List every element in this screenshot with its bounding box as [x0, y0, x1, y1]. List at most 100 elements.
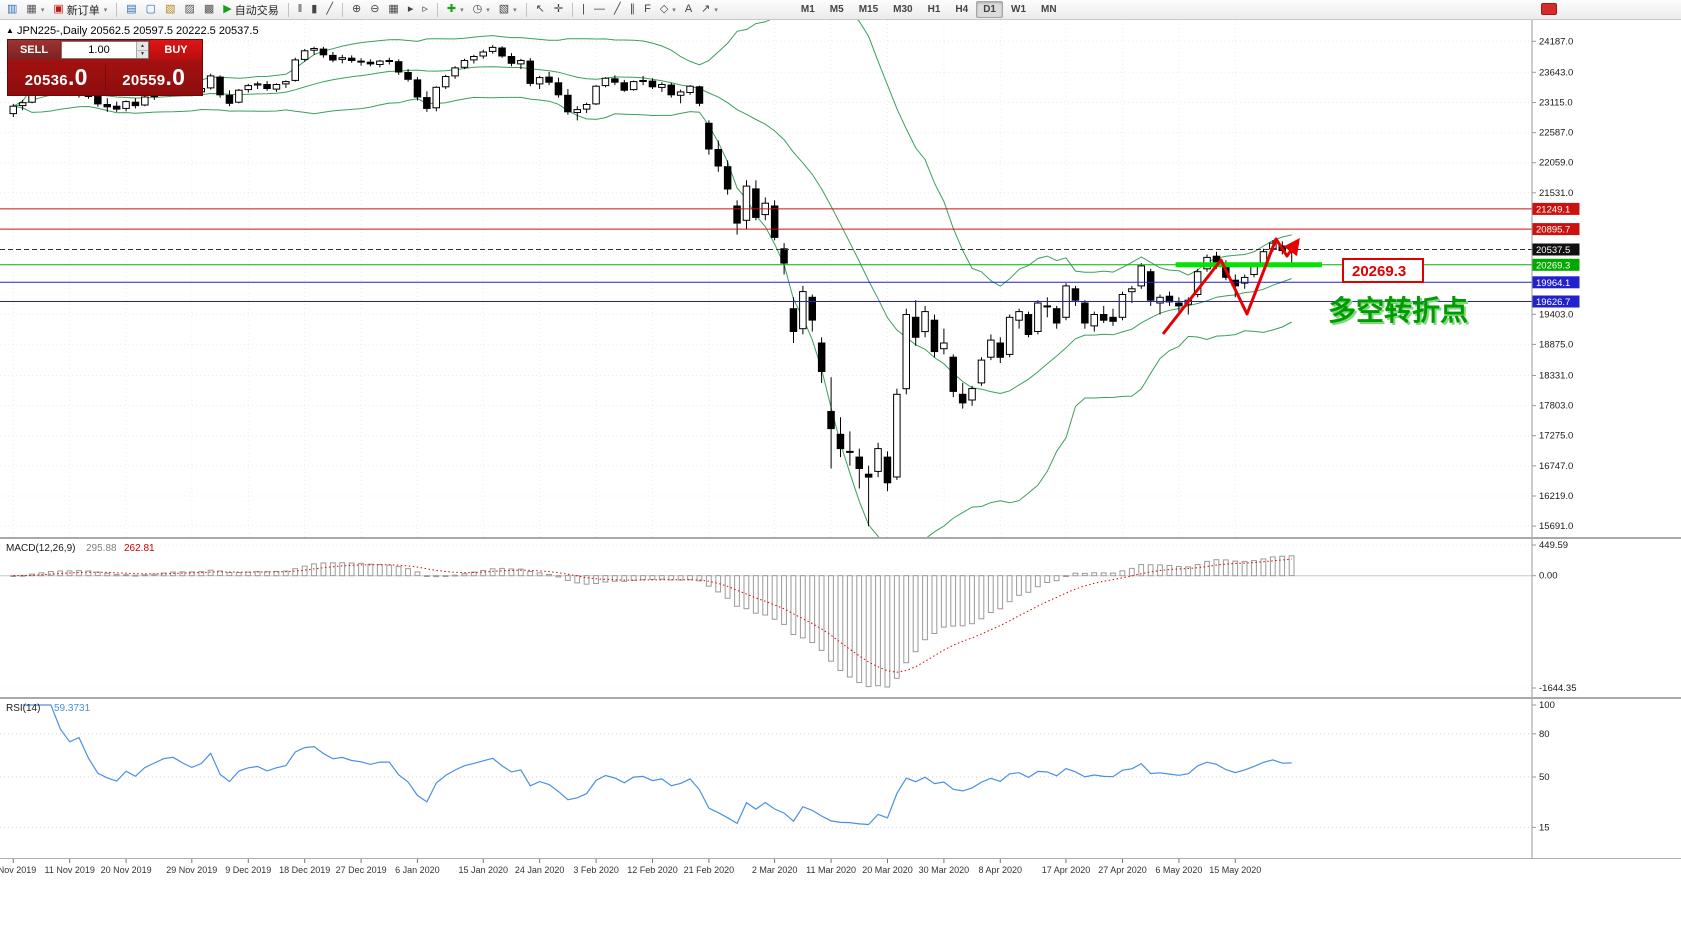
svg-text:27 Apr 2020: 27 Apr 2020: [1098, 865, 1147, 875]
one-click-trading-panel: SELL 1.00 ▲ ▼ BUY 20536.0 20559.0: [7, 39, 203, 96]
timeframe-m5-button[interactable]: M5: [823, 1, 851, 18]
dropdown-arrow-icon: ▾: [460, 6, 464, 14]
bar-chart-icon: ‖: [297, 3, 303, 15]
panel-splitter[interactable]: [0, 537, 1681, 539]
auto-trading-icon: ▶: [223, 3, 232, 15]
buy-button[interactable]: BUY: [150, 40, 202, 60]
new-chart-button[interactable]: ▥: [3, 1, 21, 18]
tile-windows-icon: ▦: [388, 3, 399, 15]
sell-price[interactable]: 20536.0: [8, 64, 105, 91]
rsi-header: RSI(14) 59.3731: [6, 703, 91, 714]
svg-text:23115.0: 23115.0: [1539, 98, 1573, 109]
buy-price[interactable]: 20559.0: [106, 64, 203, 91]
svg-text:8 Apr 2020: 8 Apr 2020: [979, 865, 1023, 875]
periods-icon: ◷: [472, 3, 483, 15]
crosshair-button[interactable]: ✛: [550, 1, 567, 18]
price-axis[interactable]: 24187.0 23643.0 23115.0 22587.0 22059.0 21531…: [1531, 20, 1681, 537]
horizontal-line-button[interactable]: —: [590, 1, 609, 18]
trendline-button[interactable]: ╱: [610, 1, 625, 18]
svg-text:21531.0: 21531.0: [1539, 188, 1573, 199]
volume-spinner[interactable]: ▲ ▼: [136, 42, 148, 58]
channel-button[interactable]: ∥: [626, 1, 640, 18]
svg-text:17803.0: 17803.0: [1539, 401, 1573, 412]
tile-windows-button[interactable]: ▦: [384, 1, 402, 18]
rsi-line: [22, 704, 1292, 826]
timeframe-w1-button[interactable]: W1: [1004, 1, 1033, 18]
toolbar-separator: [341, 2, 343, 17]
navigator-button[interactable]: ▧: [161, 1, 179, 18]
terminal-icon: ▨: [184, 3, 195, 15]
svg-text:29 Nov 2019: 29 Nov 2019: [166, 865, 217, 875]
panel-splitter[interactable]: [0, 697, 1681, 699]
volume-value[interactable]: 1.00: [88, 44, 110, 56]
shapes-button[interactable]: ◇ ▾: [656, 1, 680, 18]
terminal-button[interactable]: ▨: [180, 1, 198, 18]
svg-text:多空转折点: 多空转折点: [1328, 294, 1468, 326]
svg-text:17275.0: 17275.0: [1539, 431, 1573, 442]
cursor-button[interactable]: ↖: [532, 1, 549, 18]
timeframe-mn-button[interactable]: MN: [1034, 1, 1064, 18]
svg-text:15: 15: [1539, 822, 1550, 833]
zoom-in-icon: ⊕: [351, 3, 362, 15]
timeframe-h4-button[interactable]: H4: [948, 1, 975, 18]
chart-header: ▲ JPN225-,Daily 20562.5 20597.5 20222.5 2…: [6, 25, 259, 37]
fibonacci-button[interactable]: F: [640, 1, 655, 18]
bar-chart-button[interactable]: ‖: [294, 1, 307, 18]
svg-text:449.59: 449.59: [1539, 540, 1568, 551]
zoom-out-button[interactable]: ⊖: [366, 1, 383, 18]
timeframe-h1-button[interactable]: H1: [921, 1, 948, 18]
timeframe-d1-button[interactable]: D1: [976, 1, 1003, 18]
rsi-panel[interactable]: 100 80 50 15 RSI(14) 59.3731: [0, 699, 1681, 858]
rsi-levels: [0, 733, 1532, 828]
macd-panel[interactable]: 449.59 0.00 -1644.35 MACD(12,26,9) 295.88 262…: [0, 539, 1681, 697]
svg-text:80: 80: [1539, 729, 1550, 740]
channel-icon: ∥: [629, 3, 636, 15]
indicators-button[interactable]: ✚ ▾: [443, 1, 468, 18]
profiles-button[interactable]: ▦ ▾: [22, 1, 48, 18]
dropdown-arrow-icon: ▾: [40, 6, 45, 14]
volume-up-icon[interactable]: ▲: [137, 42, 148, 51]
chart-shift-icon: ▹: [422, 3, 428, 15]
macd-axis: 449.59 0.00 -1644.35: [1531, 539, 1681, 697]
zoom-in-button[interactable]: ⊕: [348, 1, 365, 18]
sell-button[interactable]: SELL: [8, 40, 60, 60]
text-icon: A: [684, 3, 693, 15]
periods-button[interactable]: ◷ ▾: [469, 1, 494, 18]
data-window-button[interactable]: ▢: [142, 1, 160, 18]
svg-text:15 May 2020: 15 May 2020: [1209, 865, 1261, 875]
time-axis: 1 Nov 2019 11 Nov 2019 20 Nov 2019 29 Nov 2…: [0, 858, 1681, 878]
arrows-button[interactable]: ↗ ▾: [697, 1, 722, 18]
auto-trading-button[interactable]: ▶ 自动交易: [219, 1, 282, 18]
timeframe-m15-button[interactable]: M15: [852, 1, 885, 18]
volume-stepper[interactable]: 1.00 ▲ ▼: [61, 41, 149, 59]
svg-text:23643.0: 23643.0: [1539, 67, 1573, 78]
candlestick-chart-button[interactable]: ▮: [307, 1, 321, 18]
market-watch-button[interactable]: ▤: [122, 1, 140, 18]
svg-text:17 Apr 2020: 17 Apr 2020: [1042, 865, 1091, 875]
auto-scroll-button[interactable]: ▸: [404, 1, 418, 18]
timeframe-m30-button[interactable]: M30: [886, 1, 919, 18]
templates-button[interactable]: ▧ ▾: [495, 1, 521, 18]
svg-text:59.3731: 59.3731: [54, 703, 91, 714]
dropdown-arrow-icon: ▾: [486, 6, 490, 14]
timeframe-m1-button[interactable]: M1: [794, 1, 822, 18]
strategy-tester-button[interactable]: ▩: [200, 1, 218, 18]
svg-text:21249.1: 21249.1: [1536, 204, 1570, 215]
svg-text:100: 100: [1539, 700, 1555, 711]
svg-text:20269.3: 20269.3: [1352, 263, 1406, 280]
svg-text:30 Mar 2020: 30 Mar 2020: [919, 865, 970, 875]
new-order-button[interactable]: ▣ 新订单 ▾: [49, 1, 111, 18]
volume-down-icon[interactable]: ▼: [137, 50, 148, 58]
svg-text:20 Nov 2019: 20 Nov 2019: [101, 865, 152, 875]
svg-text:24 Jan 2020: 24 Jan 2020: [515, 865, 565, 875]
line-chart-button[interactable]: ╱: [322, 1, 337, 18]
text-button[interactable]: A: [681, 1, 696, 18]
svg-text:18331.0: 18331.0: [1539, 371, 1573, 382]
chart-shift-button[interactable]: ▹: [418, 1, 432, 18]
auto-scroll-icon: ▸: [407, 3, 414, 15]
svg-text:20537.5: 20537.5: [1536, 245, 1570, 256]
svg-text:RSI(14): RSI(14): [6, 703, 40, 714]
vertical-line-button[interactable]: |: [578, 1, 589, 18]
